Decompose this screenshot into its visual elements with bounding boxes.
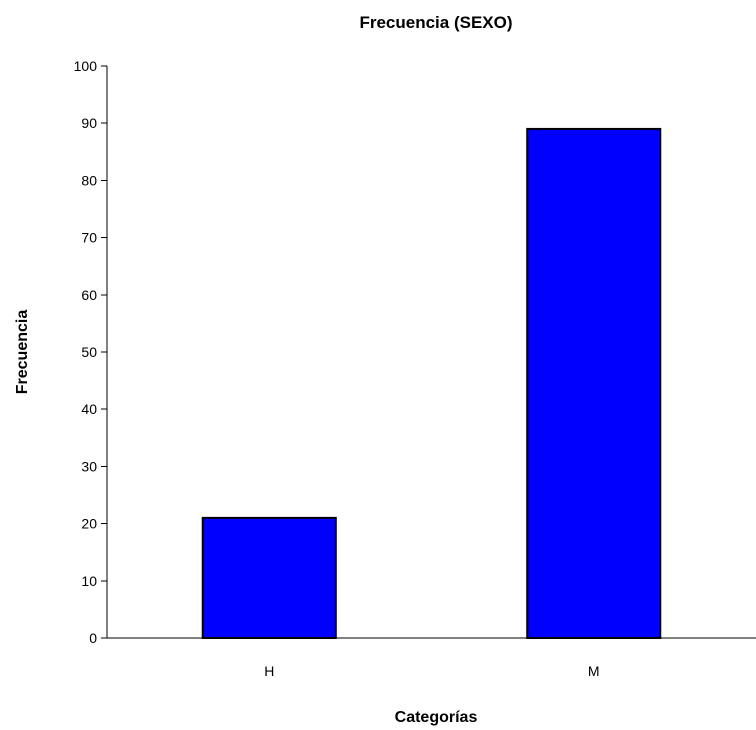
x-axis-label: Categorías — [395, 709, 478, 726]
y-axis-ticks: 0 10 20 30 40 50 60 70 80 90 100 — [74, 58, 107, 646]
y-tick-label: 60 — [81, 287, 97, 303]
y-tick-label: 10 — [81, 573, 97, 589]
chart-title: Frecuencia (SEXO) — [359, 13, 512, 32]
y-tick-label: 20 — [81, 516, 97, 532]
y-tick-label: 80 — [81, 172, 97, 188]
y-tick-label: 100 — [74, 58, 98, 74]
bar-m — [526, 127, 662, 639]
x-tick-label: H — [264, 663, 274, 679]
y-tick-label: 40 — [81, 401, 97, 417]
y-tick-label: 50 — [81, 344, 97, 360]
bar-h — [201, 516, 337, 640]
y-tick-label: 0 — [89, 630, 97, 646]
bars — [201, 127, 662, 640]
y-tick-label: 30 — [81, 458, 97, 474]
y-tick-label: 90 — [81, 115, 97, 131]
y-axis-label: Frecuencia — [14, 310, 31, 395]
y-tick-label: 70 — [81, 230, 97, 246]
x-tick-label: M — [588, 663, 600, 679]
